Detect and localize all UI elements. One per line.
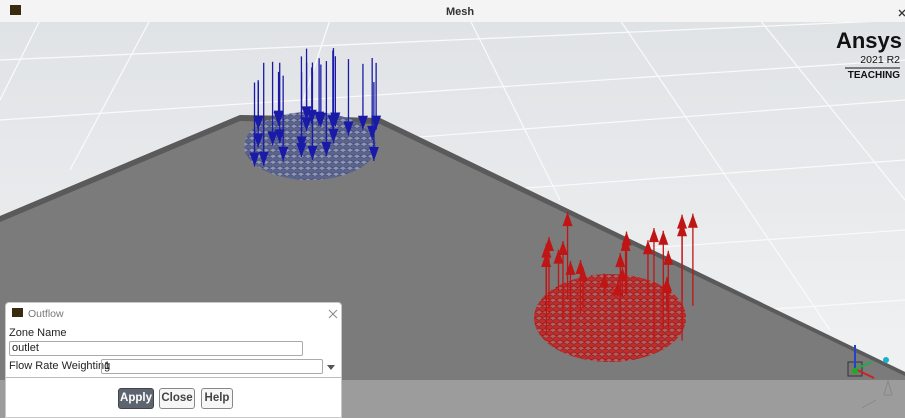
window-title: Mesh xyxy=(446,6,474,18)
close-button[interactable]: Close xyxy=(159,388,195,409)
help-button[interactable]: Help xyxy=(201,388,233,409)
app-icon xyxy=(10,5,21,15)
dialog-title: Outflow xyxy=(28,308,64,320)
flow-rate-input[interactable]: 1 xyxy=(101,359,323,374)
logo-edition: TEACHING xyxy=(848,70,900,81)
field-label: Zone Name xyxy=(9,327,66,339)
dialog-close[interactable] xyxy=(328,309,338,319)
apply-button[interactable]: Apply xyxy=(118,388,154,409)
logo-brand: Ansys xyxy=(836,28,902,53)
app-window: Mesh Ansys 2021 R2 TEACHING Outflow Zone… xyxy=(0,0,905,418)
dialog-icon xyxy=(12,308,23,317)
dropdown-arrow[interactable] xyxy=(327,365,335,371)
zone-name-input[interactable]: outlet xyxy=(9,341,303,356)
outflow-dialog: Outflow Zone Name outlet Flow Rate Weigh… xyxy=(5,302,342,418)
separator xyxy=(6,377,341,378)
logo-version: 2021 R2 xyxy=(860,54,900,66)
field-label: Flow Rate Weighting xyxy=(9,360,110,372)
